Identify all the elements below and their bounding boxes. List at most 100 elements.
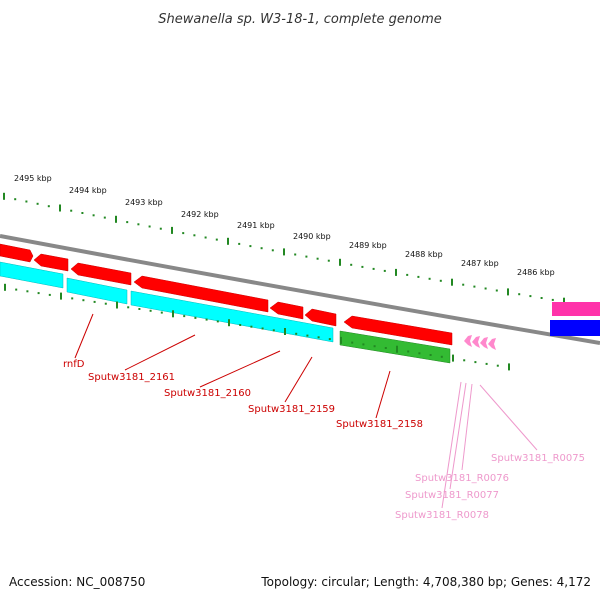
scale-tick <box>383 269 386 272</box>
scale-tick <box>484 287 487 290</box>
scale-tick <box>272 329 275 332</box>
scale-tick <box>228 319 230 327</box>
scale-tick <box>172 310 174 318</box>
scale-tick <box>36 202 39 205</box>
scale-tick <box>127 306 130 309</box>
rna-label-R0075[interactable]: Sputw3181_R0075 <box>491 453 585 464</box>
genome-summary-text: Topology: circular; Length: 4,708,380 bp… <box>260 575 591 589</box>
gene-label-2159[interactable]: Sputw3181_2159 <box>248 404 335 415</box>
cds-block[interactable] <box>66 277 128 305</box>
scale-tick <box>417 275 420 278</box>
scale-tick <box>328 338 331 341</box>
rna-arrow[interactable] <box>488 338 496 350</box>
scale-tick <box>103 216 106 219</box>
rna-label-R0077[interactable]: Sputw3181_R0077 <box>405 490 499 501</box>
scale-tick <box>540 297 543 299</box>
scale-tick <box>429 354 432 356</box>
leader-line-R0078 <box>441 381 462 509</box>
scale-tick <box>15 288 18 291</box>
scale-tick <box>104 302 107 305</box>
scale-tick <box>82 299 85 302</box>
gene-label-2158[interactable]: Sputw3181_2158 <box>336 419 423 430</box>
gene-label-2160[interactable]: Sputw3181_2160 <box>164 388 251 399</box>
accession-text: Accession: NC_008750 <box>9 575 145 589</box>
scale-tick <box>462 283 465 286</box>
scale-tick <box>473 285 476 288</box>
scale-tick <box>372 267 375 270</box>
gene-arrow[interactable] <box>269 301 304 320</box>
scale-tick <box>93 300 96 303</box>
scale-tick <box>14 198 17 201</box>
cds-block[interactable] <box>0 261 64 289</box>
scale-tick <box>283 248 285 256</box>
genome-backbone <box>0 234 600 345</box>
scale-tick <box>25 200 28 203</box>
scale-tick <box>507 288 509 296</box>
leader-line-R0076 <box>461 383 473 471</box>
scale-tick <box>340 336 342 344</box>
scale-tick <box>182 232 185 235</box>
scale-tick <box>250 325 253 328</box>
leader-line-R0075 <box>479 384 538 451</box>
gene-arrow[interactable] <box>0 243 34 263</box>
label-leader-lines <box>74 313 538 509</box>
scale-tick <box>227 237 229 245</box>
scale-tick <box>249 245 252 248</box>
rna-arrow[interactable] <box>480 337 488 349</box>
scale-tick <box>37 292 40 295</box>
gene-arrow[interactable] <box>33 253 69 272</box>
gene-arrow[interactable] <box>70 262 132 286</box>
scale-tick <box>171 226 173 234</box>
cds-track <box>0 261 451 364</box>
scale-tick <box>440 355 443 358</box>
scale-tick <box>384 347 387 349</box>
scale-tick <box>518 293 521 296</box>
gene-arrow[interactable] <box>133 275 269 313</box>
scale-tick <box>529 295 532 298</box>
gene-arrow[interactable] <box>343 315 453 346</box>
rna-arrow[interactable] <box>472 336 480 348</box>
rna-arrow[interactable] <box>464 335 472 347</box>
leader-line-rnfD <box>74 313 94 359</box>
scale-label-2493: 2493 kbp <box>125 198 163 207</box>
scale-tick <box>159 227 162 230</box>
rna-track <box>464 335 496 350</box>
scale-label-2487: 2487 kbp <box>461 259 499 268</box>
scale-tick <box>71 297 74 300</box>
cds-block[interactable] <box>130 290 334 343</box>
gene-arrow[interactable] <box>304 308 337 327</box>
blue-feature[interactable] <box>550 320 600 336</box>
scale-tick <box>406 273 409 276</box>
rna-label-R0078[interactable]: Sputw3181_R0078 <box>395 510 489 521</box>
scale-tick <box>563 297 565 305</box>
scale-tick <box>260 247 263 250</box>
scale-tick <box>351 341 354 344</box>
rna-label-R0076[interactable]: Sputw3181_R0076 <box>415 473 509 484</box>
scale-tick <box>496 364 499 367</box>
scale-tick <box>451 278 453 286</box>
scale-tick <box>350 263 353 266</box>
scale-tick <box>396 345 398 353</box>
scale-tick <box>452 354 454 362</box>
scale-label-2486: 2486 kbp <box>517 268 555 277</box>
leader-line-2160 <box>199 350 281 388</box>
scale-tick <box>149 309 152 312</box>
scale-label-2495: 2495 kbp <box>14 174 52 183</box>
scale-tick <box>551 298 554 301</box>
scale-tick <box>193 234 196 237</box>
scale-tick <box>70 209 73 212</box>
scale-tick <box>3 192 5 200</box>
gene-label-2161[interactable]: Sputw3181_2161 <box>88 372 175 383</box>
genome-title: Shewanella sp. W3-18-1, complete genome <box>158 12 441 27</box>
scale-tick <box>137 223 140 226</box>
gene-label-rnfD[interactable]: rnfD <box>63 359 85 370</box>
scale-label-2492: 2492 kbp <box>181 210 219 219</box>
scale-tick <box>115 215 117 223</box>
scale-tick <box>238 242 241 245</box>
magenta-feature[interactable] <box>552 302 600 316</box>
leader-line-R0077 <box>449 382 467 490</box>
scale-label-2488: 2488 kbp <box>405 250 443 259</box>
scale-tick <box>126 221 129 224</box>
scale-label-2491: 2491 kbp <box>237 221 275 230</box>
